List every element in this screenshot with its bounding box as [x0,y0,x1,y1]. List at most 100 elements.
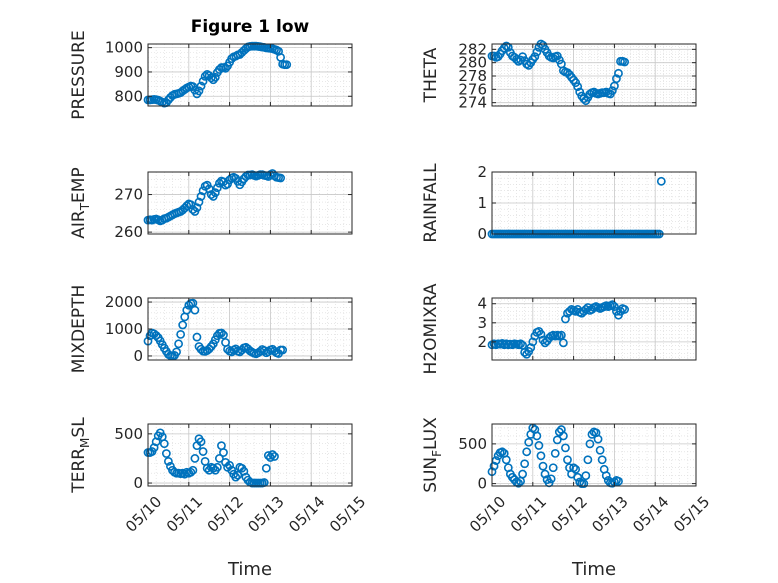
data-point [212,183,222,193]
data-point [536,451,546,461]
y-tick-label: 282 [458,40,487,58]
x-tick-label: 05/12 [204,493,247,536]
y-tick-label: 274 [458,94,487,112]
data-point [536,329,546,339]
data-point [620,57,629,67]
y-tick-label: 2 [477,163,487,181]
data-point [540,469,550,479]
x-tick-label: 05/14 [629,493,672,536]
data-point [532,431,542,441]
y-tick-label: 278 [458,67,487,85]
y-tick-label: 260 [114,223,143,241]
axes-box [491,423,697,487]
data-point [198,447,208,456]
axes-box [147,43,353,107]
data-point [620,305,629,314]
data-point [518,469,527,479]
y-axis-label: RAINFALL [421,163,441,243]
data-point [565,306,574,316]
y-tick-label: 0 [133,347,143,365]
data-point [559,338,568,348]
data-point [190,305,200,315]
data-point [233,470,243,480]
data-point [194,197,204,207]
data-point [579,94,589,104]
data-point [614,68,623,78]
data-point [263,451,273,460]
data-point [217,328,226,338]
data-point [182,305,192,315]
x-tick-label: 05/14 [285,493,328,536]
y-tick-label: 3 [477,314,487,332]
y-axis-label: AIRTEMP [69,167,92,238]
data-point [571,464,581,474]
x-tick-label: 05/15 [326,493,369,536]
data-point [151,331,161,340]
y-axis-label-rest: LUX [421,417,441,450]
data-point [595,445,605,455]
data-point [188,205,198,214]
x-axis-label: Time [571,559,616,580]
axes-box [491,43,697,107]
data-point [656,176,666,186]
data-point [526,343,536,352]
data-point [172,347,181,357]
data-point [607,300,617,310]
data-point [530,52,540,62]
x-tick-label: 05/15 [670,493,713,536]
y-axis-label: SUNFLUX [421,417,444,493]
data-point [268,450,277,459]
y-tick-label: 276 [458,80,487,98]
data-point [188,465,198,475]
data-point [579,479,589,489]
data-markers [143,169,285,226]
y-axis-label: THETA [421,47,441,103]
data-point [522,447,532,457]
data-point [516,339,525,349]
data-point [561,314,570,324]
y-tick-label: 1 [477,194,487,212]
data-point [581,471,591,481]
y-tick-label: 800 [114,87,143,105]
data-point [214,65,224,74]
data-point [528,337,538,347]
plot-area [148,172,352,234]
y-tick-label: 4 [477,295,487,313]
data-point [192,332,202,342]
data-point [497,447,507,457]
data-point [190,454,200,463]
y-axis-label-subscript: F [430,450,444,457]
data-point [206,190,216,199]
y-tick-label: 1000 [105,39,143,57]
y-axis-label-main: SUN [421,457,441,493]
x-tick-label: 05/11 [507,493,550,536]
y-tick-label: 0 [133,474,143,492]
data-point [219,448,228,457]
chart-title: Figure 1 low [191,17,310,37]
data-markers [487,300,629,359]
data-markers [487,423,623,489]
data-point [587,429,597,439]
y-tick-label: 500 [458,435,487,453]
x-tick-label: 05/11 [163,493,206,536]
data-point [524,437,534,447]
data-point [196,437,206,447]
data-point [538,461,548,471]
y-tick-label: 900 [114,63,143,81]
data-point [573,472,583,482]
y-tick-label: 0 [477,475,487,493]
data-point [597,455,607,465]
data-point [182,201,192,211]
data-point [563,455,572,465]
y-axis-label-rest: SL [69,417,89,438]
data-point [514,478,523,488]
data-point [593,434,603,444]
data-point [161,449,171,458]
data-point [585,439,595,449]
data-point [569,463,578,473]
data-point [520,347,530,357]
data-point [208,463,218,473]
data-point [546,474,556,484]
data-point [219,330,228,340]
